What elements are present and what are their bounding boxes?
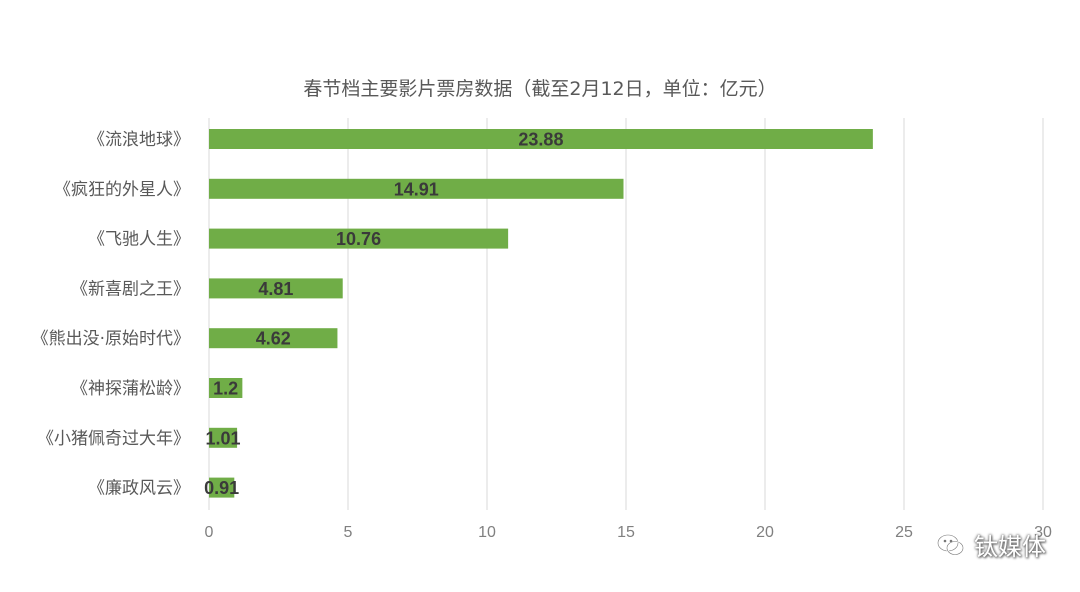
watermark-text: 钛媒体 xyxy=(974,533,1046,561)
category-label: 《流浪地球》 xyxy=(88,130,190,150)
x-tick-label: 25 xyxy=(895,524,913,541)
bar xyxy=(209,228,509,249)
wechat-icon xyxy=(937,533,964,555)
data-label: 1.2 xyxy=(213,379,238,399)
gridlines xyxy=(208,118,1044,510)
category-label: 《熊出没·原始时代》 xyxy=(32,329,190,349)
x-tick-label: 10 xyxy=(478,524,496,541)
data-label: 1.01 xyxy=(206,428,241,448)
bar xyxy=(209,427,238,448)
x-tick-label: 20 xyxy=(756,524,774,541)
bar xyxy=(209,278,343,299)
bar xyxy=(209,129,873,149)
data-label: 4.62 xyxy=(256,329,291,349)
category-label: 《新喜剧之王》 xyxy=(71,279,190,299)
data-label: 4.81 xyxy=(258,279,293,299)
x-tick-label: 0 xyxy=(205,524,214,541)
data-label: 10.76 xyxy=(336,229,381,249)
bar xyxy=(209,477,235,498)
x-tick-label: 5 xyxy=(344,524,353,541)
category-label: 《飞驰人生》 xyxy=(88,230,190,250)
bars xyxy=(209,129,873,498)
x-tick-label: 30 xyxy=(1034,524,1052,541)
category-label: 《疯狂的外星人》 xyxy=(54,180,190,200)
category-labels: 《流浪地球》《疯狂的外星人》《飞驰人生》《新喜剧之王》《熊出没·原始时代》《神探… xyxy=(32,130,190,499)
chart-title: 春节档主要影片票房数据（截至2月12日，单位：亿元） xyxy=(303,78,776,100)
x-tick-label: 15 xyxy=(617,524,635,541)
bar xyxy=(209,178,624,199)
watermark: 钛媒体 xyxy=(936,527,1046,562)
data-label: 14.91 xyxy=(394,179,439,199)
bar xyxy=(209,328,338,349)
data-label: 23.88 xyxy=(518,130,563,150)
category-label: 《小猪佩奇过大年》 xyxy=(37,429,190,449)
category-label: 《神探蒲松龄》 xyxy=(71,379,190,399)
data-label: 0.91 xyxy=(204,478,239,498)
bar xyxy=(209,378,243,398)
category-label: 《廉政风云》 xyxy=(88,479,190,499)
data-labels: 23.88 14.91 10.76 4.81 4.62 1.2 1.01 0.91 xyxy=(204,130,563,499)
x-axis-tick-labels: 0 5 10 15 20 25 30 xyxy=(205,524,1052,541)
